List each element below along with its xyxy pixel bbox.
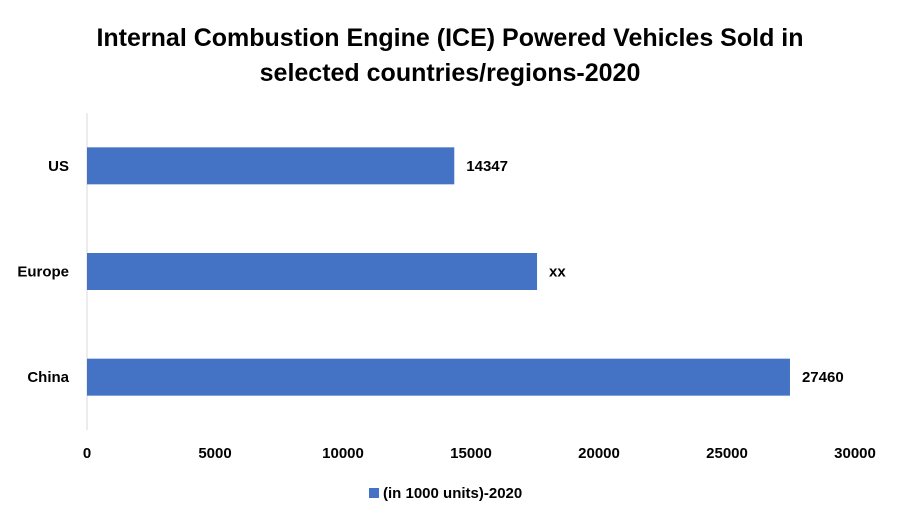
x-tick-label: 20000 bbox=[578, 445, 620, 462]
category-label-us: US bbox=[48, 158, 69, 175]
x-tick-label: 25000 bbox=[706, 445, 748, 462]
x-tick-label: 15000 bbox=[450, 445, 492, 462]
bar-europe bbox=[87, 253, 538, 290]
legend-swatch bbox=[369, 488, 379, 498]
bar-china bbox=[87, 358, 790, 396]
data-label-us: 14347 bbox=[466, 158, 508, 175]
x-tick-label: 5000 bbox=[198, 445, 231, 462]
x-tick-label: 30000 bbox=[834, 445, 876, 462]
bar-us bbox=[87, 147, 455, 185]
chart-title-line-1: Internal Combustion Engine (ICE) Powered… bbox=[96, 24, 803, 52]
chart-title-line-2: selected countries/regions-2020 bbox=[260, 59, 641, 87]
data-label-europe: xx bbox=[549, 264, 566, 281]
legend-label: (in 1000 units)-2020 bbox=[383, 485, 522, 502]
category-label-china: China bbox=[27, 369, 69, 386]
category-label-europe: Europe bbox=[17, 264, 69, 281]
x-tick-label: 10000 bbox=[322, 445, 364, 462]
x-tick-label: 0 bbox=[83, 445, 91, 462]
data-label-china: 27460 bbox=[802, 369, 844, 386]
legend: (in 1000 units)-2020 bbox=[369, 485, 522, 502]
